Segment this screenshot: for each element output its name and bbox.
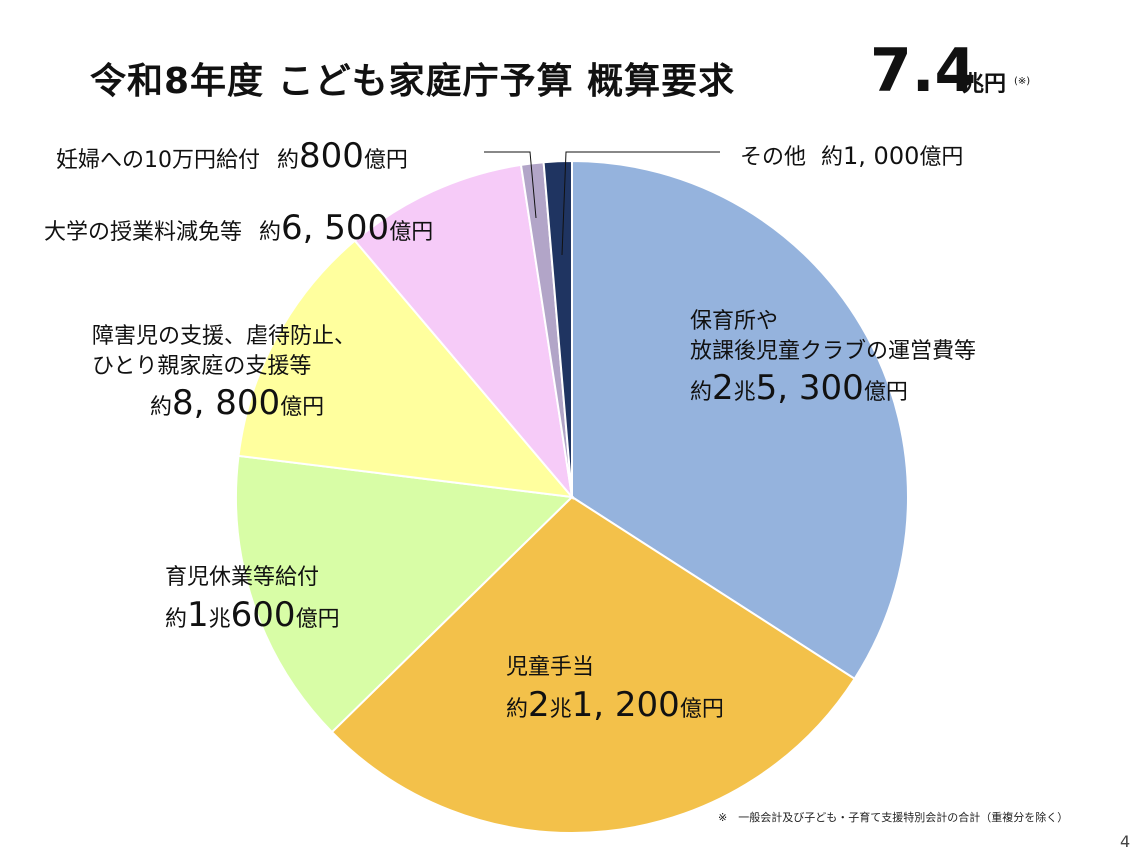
amount-oku-value: 6, 500: [281, 208, 390, 248]
amount-oku-value: 600: [230, 594, 296, 635]
pie-slice-shogai: [237, 239, 575, 499]
pie-slices: [235, 159, 909, 834]
title-main: 令和8年度 こども家庭庁予算 概算要求: [90, 61, 736, 102]
label-jido: 児童手当 約2兆1, 200億円: [506, 653, 724, 729]
title-total-unit: 兆円: [962, 72, 1007, 97]
label-ninpu-name: 妊婦への10万円給付: [56, 148, 260, 173]
label-daigaku: 大学の授業料減免等 約6, 500億円: [44, 206, 433, 252]
footnote: ※ 一般会計及び子ども・子育て支援特別会計の合計（重複分を除く）: [718, 811, 1069, 824]
pie-slice-ikuji: [235, 454, 575, 734]
label-daigaku-name: 大学の授業料減免等: [44, 220, 243, 245]
label-shogai-line2: ひとり親家庭の支援等: [92, 353, 312, 379]
label-hoiku: 保育所や 放課後児童クラブの運営費等 約2兆5, 300億円: [690, 307, 976, 412]
amount-unit: 億円: [295, 606, 340, 632]
amount-unit: 億円: [389, 220, 434, 245]
amount-cho-unit: 兆: [549, 696, 572, 722]
pie-slice-daigaku: [353, 163, 574, 501]
amount-prefix: 約: [165, 606, 188, 632]
page-number: 4: [1120, 832, 1131, 851]
pie-slice-hoiku: [571, 159, 909, 681]
amount-unit: 億円: [863, 380, 908, 406]
amount-prefix: 約: [259, 220, 282, 245]
amount-oku-value: 800: [299, 136, 364, 176]
amount-cho-unit: 兆: [733, 380, 756, 406]
chart-title: 令和8年度 こども家庭庁予算 概算要求 7.4 兆円 (※): [90, 30, 1090, 110]
label-shogai-line1: 障害児の支援、虐待防止、: [92, 324, 357, 349]
label-jido-line1: 児童手当: [506, 655, 595, 680]
label-ikuji: 育児休業等給付 約1兆600億円: [165, 563, 340, 639]
label-shogai-amount: 約8, 800億円: [92, 381, 356, 427]
amount-prefix: 約: [150, 395, 173, 421]
amount-unit: 億円: [363, 148, 408, 173]
pie-slice-jido: [330, 495, 856, 834]
amount-oku-value: 5, 300: [755, 368, 864, 409]
amount-oku-value: 1, 000: [843, 142, 920, 170]
label-sonota-name: その他: [740, 145, 807, 170]
amount-oku-value: 8, 800: [172, 383, 281, 424]
amount-cho-unit: 兆: [208, 606, 231, 632]
label-shogai: 障害児の支援、虐待防止、 ひとり親家庭の支援等 約8, 800億円: [92, 322, 356, 427]
amount-cho-value: 2: [712, 368, 734, 409]
amount-unit: 億円: [280, 395, 325, 421]
label-hoiku-amount: 約2兆5, 300億円: [690, 366, 976, 412]
amount-prefix: 約: [277, 148, 300, 173]
amount-unit: 億円: [679, 696, 724, 722]
label-ikuji-line1: 育児休業等給付: [165, 565, 320, 590]
label-hoiku-line2: 放課後児童クラブの運営費等: [690, 338, 977, 364]
amount-cho-value: 2: [528, 684, 550, 725]
title-note-mark: (※): [1014, 76, 1031, 87]
label-sonota: その他 約1, 000億円: [740, 140, 963, 173]
amount-cho-value: 1: [187, 594, 209, 635]
leader-line-sonota: [561, 151, 720, 256]
label-ikuji-amount: 約1兆600億円: [165, 593, 340, 639]
label-hoiku-line1: 保育所や: [690, 309, 779, 334]
leader-lines: [484, 151, 720, 256]
amount-prefix: 約: [690, 380, 713, 406]
amount-unit: 億円: [919, 145, 964, 170]
amount-prefix: 約: [506, 696, 529, 722]
amount-oku-value: 1, 200: [571, 684, 680, 725]
title-total-value: 7.4: [870, 36, 977, 106]
pie-slice-sonota: [542, 159, 573, 498]
label-jido-amount: 約2兆1, 200億円: [506, 683, 724, 729]
label-ninpu: 妊婦への10万円給付 約800億円: [56, 134, 408, 180]
leader-line-ninpu: [484, 151, 537, 219]
amount-prefix: 約: [821, 145, 844, 170]
